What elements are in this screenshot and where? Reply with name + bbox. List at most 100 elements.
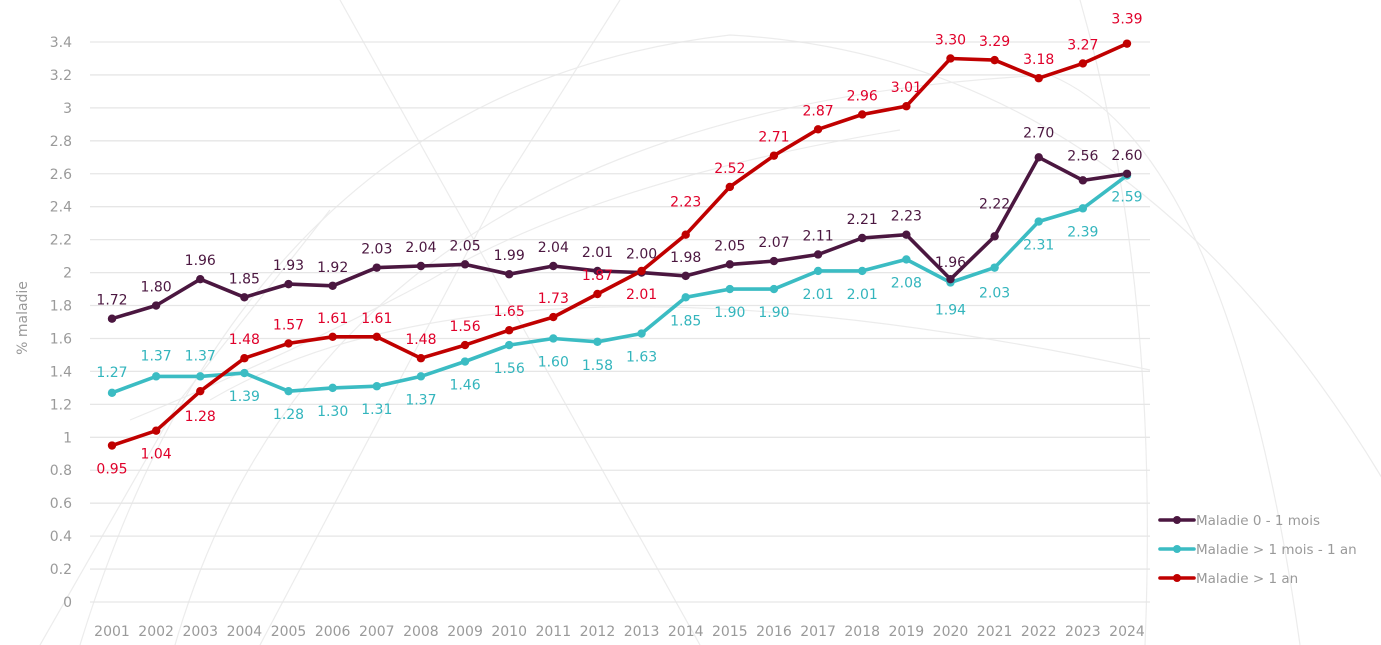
data-point [858, 233, 867, 243]
data-point [460, 340, 470, 350]
y-tick-label: 2.2 [50, 233, 72, 249]
data-label: 1.63 [626, 350, 657, 366]
x-tick-label: 2020 [933, 624, 969, 640]
background-arc [259, 0, 621, 645]
data-point [284, 279, 293, 289]
data-point [681, 293, 690, 302]
data-label: 3.27 [1067, 37, 1098, 53]
data-label: 2.59 [1111, 189, 1142, 205]
data-label: 2.71 [758, 130, 789, 146]
series-line [111, 173, 1129, 395]
data-point [593, 266, 602, 276]
legend: Maladie 0 - 1 mois Maladie > 1 mois - 1 a… [1158, 513, 1357, 587]
legend-label: Maladie > 1 an [1196, 571, 1298, 587]
data-label: 2.21 [847, 212, 878, 228]
x-tick-label: 2005 [271, 624, 307, 640]
data-label: 2.23 [670, 195, 701, 211]
data-point [460, 357, 470, 366]
x-tick-label: 2004 [227, 624, 263, 640]
legend-label: Maladie 0 - 1 mois [1196, 513, 1320, 529]
data-point [151, 372, 161, 381]
data-label: 3.39 [1111, 12, 1142, 28]
data-point [372, 382, 381, 391]
legend-item[interactable]: Maladie > 1 an [1158, 571, 1298, 587]
data-point [1078, 204, 1088, 213]
data-point [725, 182, 735, 192]
y-tick-label: 0.6 [50, 496, 72, 512]
data-point [858, 110, 867, 119]
y-tick-label: 1.4 [50, 364, 72, 380]
data-label: 1.37 [405, 392, 436, 408]
data-label: 1.37 [141, 348, 172, 364]
data-label: 1.85 [229, 271, 260, 287]
x-tick-label: 2008 [403, 624, 439, 640]
data-label: 2.39 [1067, 224, 1098, 240]
data-label: 2.01 [803, 287, 834, 303]
x-tick-label: 2012 [580, 624, 616, 640]
data-label: 2.52 [714, 161, 745, 177]
data-point [549, 312, 558, 322]
data-label: 1.46 [449, 378, 480, 394]
data-label: 1.87 [582, 268, 613, 284]
data-label: 3.30 [935, 32, 966, 48]
x-tick-label: 2023 [1065, 624, 1101, 640]
data-label: 1.31 [361, 402, 392, 418]
data-point [1122, 169, 1132, 178]
y-tick-label: 3 [63, 101, 72, 117]
y-tick-label: 1.6 [50, 331, 72, 347]
data-label: 2.70 [1023, 125, 1054, 141]
legend-marker-icon [1173, 574, 1181, 582]
data-point [946, 274, 955, 284]
data-point [460, 260, 470, 269]
data-label: 1.28 [273, 407, 304, 423]
data-point [416, 261, 426, 271]
y-tick-label: 1.2 [50, 397, 72, 413]
x-tick-label: 2009 [447, 624, 483, 640]
data-label: 2.60 [1111, 148, 1142, 164]
data-label: 1.72 [96, 293, 127, 309]
data-point [813, 250, 823, 259]
x-tick-label: 2003 [182, 624, 218, 640]
data-point [858, 266, 867, 276]
data-label: 2.23 [891, 209, 922, 225]
data-point [1034, 217, 1043, 226]
data-point [813, 125, 823, 134]
data-label: 2.03 [979, 286, 1010, 302]
data-label: 0.95 [96, 462, 127, 478]
x-tick-label: 2021 [977, 624, 1013, 640]
data-point [416, 372, 426, 381]
background-arc [339, 0, 701, 645]
data-label: 1.28 [185, 409, 216, 425]
data-point [107, 441, 117, 450]
background-arc [1079, 0, 1148, 645]
legend-marker-icon [1173, 516, 1181, 524]
data-label: 1.96 [935, 255, 966, 271]
data-label: 1.37 [185, 348, 216, 364]
data-point [990, 232, 999, 241]
y-axis-title: % maladie [15, 281, 31, 355]
data-point [328, 281, 337, 290]
series-line [111, 41, 1128, 448]
data-label: 2.05 [714, 238, 745, 254]
data-label: 2.56 [1067, 148, 1098, 164]
legend-item[interactable]: Maladie > 1 mois - 1 an [1158, 542, 1357, 558]
legend-item[interactable]: Maladie 0 - 1 mois [1158, 513, 1320, 529]
x-tick-label: 2015 [712, 624, 748, 640]
data-label: 2.01 [847, 287, 878, 303]
data-label: 1.94 [935, 302, 966, 318]
data-point [593, 289, 602, 299]
data-point [1034, 153, 1043, 162]
data-label: 1.60 [538, 354, 569, 370]
data-point [196, 372, 205, 381]
data-point [946, 54, 955, 63]
data-point [990, 55, 999, 65]
data-label: 1.61 [361, 311, 392, 327]
data-point [725, 260, 735, 269]
data-label: 2.07 [758, 235, 789, 251]
data-point [151, 301, 161, 310]
data-label: 1.30 [317, 404, 348, 420]
data-label: 1.90 [714, 305, 745, 321]
data-point [1122, 39, 1132, 48]
x-tick-label: 2002 [138, 624, 174, 640]
y-tick-label: 3.4 [50, 35, 72, 51]
